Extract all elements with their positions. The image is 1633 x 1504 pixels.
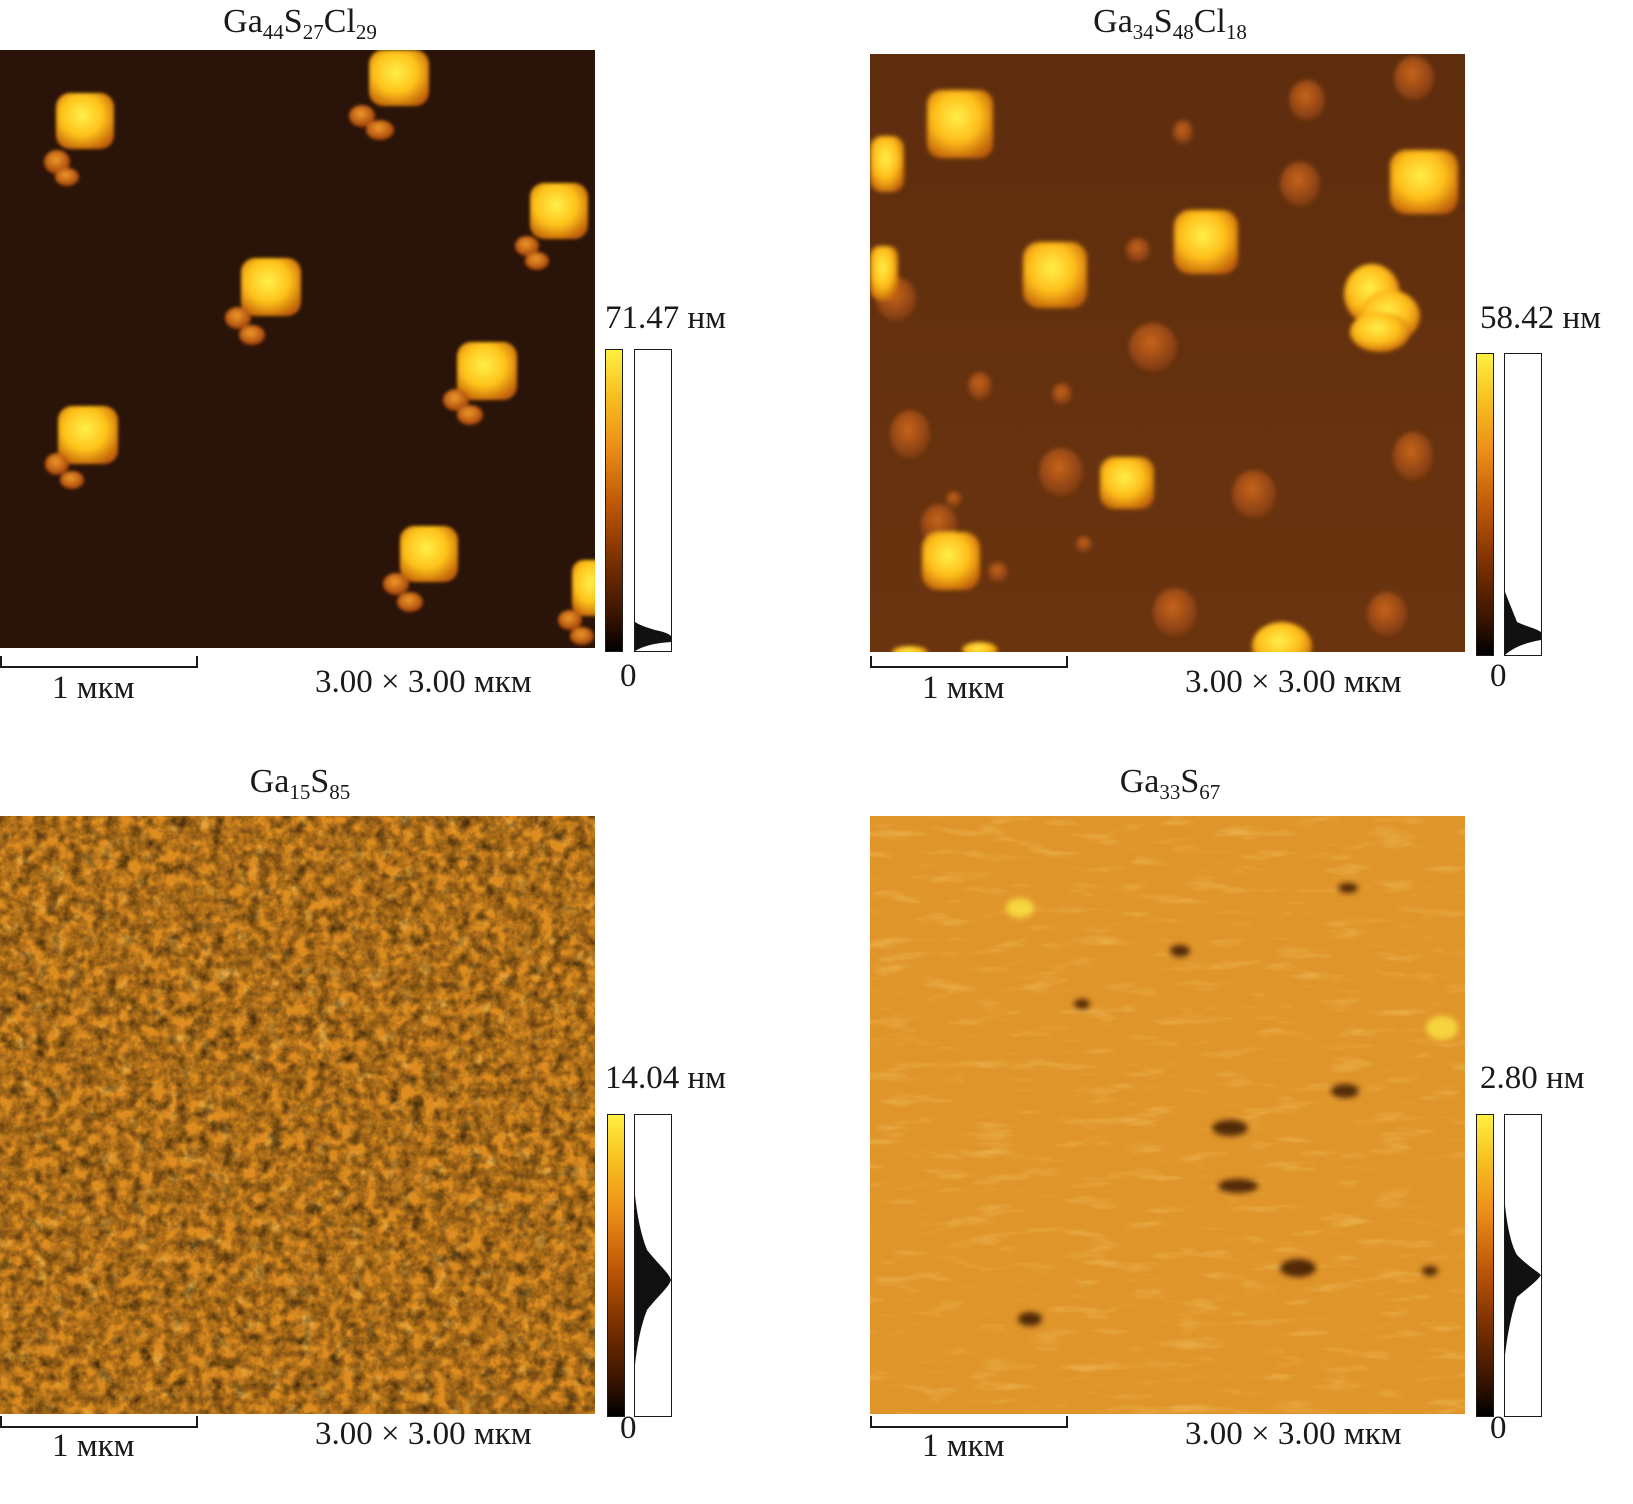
scan-size-label: 3.00 × 3.00 мкм <box>315 1416 532 1452</box>
afm-height-map <box>870 816 1465 1414</box>
height-colorbar <box>1476 353 1494 656</box>
height-histogram <box>634 1114 672 1417</box>
afm-panel-4: Ga33S67 <box>870 760 1633 1504</box>
scan-size-label: 3.00 × 3.00 мкм <box>1185 1416 1402 1452</box>
height-colorbar <box>1476 1114 1494 1417</box>
scale-bar-label: 1 мкм <box>52 670 135 706</box>
scale-bar-label: 1 мкм <box>922 1428 1005 1464</box>
scan-size-label: 3.00 × 3.00 мкм <box>315 664 532 700</box>
scale-bar-label: 1 мкм <box>922 670 1005 706</box>
z-min-label: 0 <box>620 1410 637 1446</box>
panel-title: Ga15S85 <box>249 763 351 804</box>
afm-height-map <box>0 816 595 1414</box>
scale-bar <box>870 656 1068 668</box>
z-min-label: 0 <box>1490 658 1507 694</box>
afm-height-map <box>0 50 595 648</box>
scale-bar <box>870 1416 1068 1428</box>
height-histogram <box>1504 353 1542 656</box>
z-max-label: 2.80 нм <box>1480 1060 1585 1096</box>
z-max-label: 58.42 нм <box>1480 300 1602 336</box>
z-min-label: 0 <box>1490 1410 1507 1446</box>
scale-bar <box>0 656 198 668</box>
height-histogram <box>634 349 672 652</box>
scale-bar-label: 1 мкм <box>52 1428 135 1464</box>
panel-title: Ga33S67 <box>1119 763 1221 804</box>
afm-height-map <box>870 54 1465 652</box>
scan-size-label: 3.00 × 3.00 мкм <box>1185 664 1402 700</box>
scale-bar <box>0 1416 198 1428</box>
afm-panel-1: Ga44S27Cl29 <box>0 0 816 744</box>
panel-title: Ga44S27Cl29 <box>223 3 377 44</box>
height-colorbar <box>607 1114 625 1417</box>
height-histogram <box>1504 1114 1542 1417</box>
z-max-label: 14.04 нм <box>605 1060 727 1096</box>
z-min-label: 0 <box>620 658 637 694</box>
panel-title: Ga34S48Cl18 <box>1093 3 1247 44</box>
afm-panel-2: Ga34S48Cl18 <box>870 0 1633 744</box>
z-max-label: 71.47 нм <box>605 300 727 336</box>
height-colorbar <box>605 349 623 652</box>
afm-panel-3: Ga15S85 14.04 нм 0 1 мкм 3.00 × 3.00 мкм <box>0 760 816 1504</box>
